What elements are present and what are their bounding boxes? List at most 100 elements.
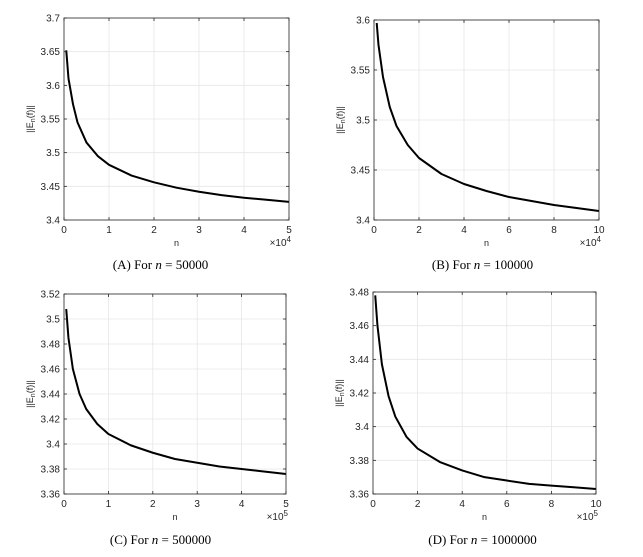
x-exponent-label: ×105: [577, 509, 599, 523]
series-line: [65, 50, 290, 203]
x-tick-label: 2: [151, 225, 157, 236]
y-tick-label: 3.5: [46, 148, 60, 159]
x-exponent-label: ×105: [267, 509, 289, 523]
y-tick-label: 3.38: [41, 465, 61, 476]
y-tick-label: 3.48: [41, 340, 61, 351]
x-tick-label: 1: [106, 499, 112, 510]
caption-label: (B): [431, 257, 450, 272]
exponent-power: 5: [594, 509, 599, 518]
ylabel-part: ||E: [25, 122, 35, 133]
x-tick-label: 10: [590, 499, 602, 510]
x-tick-label: 8: [549, 499, 555, 510]
caption-label: (D): [428, 532, 447, 547]
y-tick-label: 3.6: [356, 16, 370, 27]
caption-value: 500000: [172, 532, 212, 547]
chart-panel-c: 0 1 2 3 4 5 3.36 3.38 3.4 3.42 3.44 3.46 3.48 3.5 3.52…: [0, 279, 321, 557]
y-axis-label: ||En(f)||: [25, 105, 37, 133]
exponent-power: 4: [597, 235, 602, 244]
caption-d: (D) For n = 1000000: [322, 532, 643, 548]
chart-svg-d: 0 2 4 6 8 10 3.36 3.38 3.4 3.42 3.44 3.46 3.48 n ×105 |…: [334, 288, 602, 524]
x-axis-label: n: [484, 238, 489, 248]
y-tick-label: 3.4: [46, 440, 60, 451]
caption-var: n: [155, 257, 162, 272]
x-tick-label: 2: [150, 499, 156, 510]
x-exponent-label: ×104: [270, 235, 292, 249]
caption-var: n: [470, 532, 478, 547]
chart-panel-b: 0 2 4 6 8 10 3.4 3.45 3.5 3.55 3.6 n ×104 ||En(f)|| (…: [322, 0, 643, 278]
ylabel-part: ||E: [334, 396, 344, 407]
caption-label: (A): [112, 257, 131, 272]
caption-var: n: [151, 532, 159, 547]
y-tick-label: 3.45: [41, 182, 61, 193]
y-tick-label: 3.6: [46, 81, 60, 92]
x-tick-label: 6: [504, 499, 510, 510]
caption-eq: =: [165, 257, 173, 272]
y-tick-label: 3.4: [356, 216, 370, 227]
x-tick-label: 2: [415, 499, 421, 510]
chart-svg-c: 0 1 2 3 4 5 3.36 3.38 3.4 3.42 3.44 3.46 3.48 3.5 3.52…: [25, 290, 289, 524]
x-tick-label: 4: [239, 499, 245, 510]
y-tick-label: 3.55: [41, 115, 61, 126]
ylabel-sub: n: [30, 393, 37, 397]
chart-svg-a: 0 1 2 3 4 53.43.453.53.553.63.653.7n ×104||En(…: [25, 14, 292, 250]
y-tick-label: 3.5: [46, 315, 60, 326]
x-tick-label: 1: [106, 225, 112, 236]
caption-c: (C) For n = 500000: [0, 532, 321, 548]
chart-svg-b: 0 2 4 6 8 103.43.453.53.553.6n ×104||En(f)||: [335, 16, 605, 250]
caption-prefix: For: [134, 257, 153, 272]
y-tick-label: 3.44: [350, 355, 370, 366]
x-exponent-label: ×104: [580, 235, 602, 249]
x-tick-label: 4: [459, 499, 465, 510]
x-axis-label: n: [172, 512, 177, 522]
y-tick-label: 3.36: [41, 490, 61, 501]
ylabel-part: (f)||: [25, 380, 35, 393]
y-tick-label: 3.5: [356, 116, 370, 127]
chart-panel-a: 0 1 2 3 4 5 3.4 3.45 3.5 3.55 3.6 3.65 3.7 n ×104 ||En(…: [0, 0, 321, 278]
x-tick-label: 0: [371, 225, 377, 236]
exponent-power: 5: [284, 509, 289, 518]
x-tick-label: 8: [551, 225, 557, 236]
ylabel-part: ||E: [335, 123, 345, 134]
y-tick-label: 3.38: [350, 456, 370, 467]
exponent-power: 4: [287, 235, 292, 244]
ylabel-part: ||E: [25, 397, 35, 408]
y-tick-label: 3.52: [41, 290, 61, 301]
x-tick-label: 0: [61, 225, 67, 236]
series-line: [65, 308, 287, 475]
caption-eq: =: [161, 532, 169, 547]
series-line: [375, 22, 600, 212]
x-tick-label: 3: [194, 499, 200, 510]
caption-a: (A) For n = 50000: [0, 257, 321, 273]
x-tick-label: 10: [593, 225, 605, 236]
y-axis-label: ||En(f)||: [334, 379, 346, 407]
y-tick-label: 3.4: [46, 216, 60, 227]
exponent-base: ×10: [577, 512, 594, 523]
caption-value: 50000: [175, 257, 209, 272]
x-tick-label: 4: [461, 225, 467, 236]
x-tick-label: 2: [416, 225, 422, 236]
caption-eq: =: [483, 257, 491, 272]
x-axis-label: n: [482, 512, 487, 522]
y-tick-label: 3.45: [351, 166, 371, 177]
caption-value: 100000: [494, 257, 534, 272]
y-tick-label: 3.42: [350, 389, 370, 400]
y-tick-label: 3.55: [351, 66, 371, 77]
caption-prefix: For: [452, 257, 471, 272]
ylabel-part: (f)||: [335, 106, 345, 119]
y-tick-label: 3.46: [350, 321, 370, 332]
y-axis-label: ||En(f)||: [25, 380, 37, 408]
x-tick-label: 0: [61, 499, 67, 510]
ylabel-sub: n: [340, 119, 347, 123]
y-tick-label: 3.4: [355, 422, 369, 433]
caption-prefix: For: [449, 532, 468, 547]
y-tick-label: 3.46: [41, 365, 61, 376]
x-tick-label: 5: [283, 499, 289, 510]
x-tick-label: 0: [370, 499, 376, 510]
ylabel-part: (f)||: [25, 105, 35, 118]
caption-label: (C): [109, 532, 128, 547]
x-tick-label: 5: [286, 225, 292, 236]
chart-panel-d: 0 2 4 6 8 10 3.36 3.38 3.4 3.42 3.44 3.46 3.48 n ×105 |…: [322, 279, 643, 557]
caption-prefix: For: [130, 532, 149, 547]
ylabel-part: (f)||: [334, 379, 344, 392]
y-tick-label: 3.65: [41, 47, 61, 58]
